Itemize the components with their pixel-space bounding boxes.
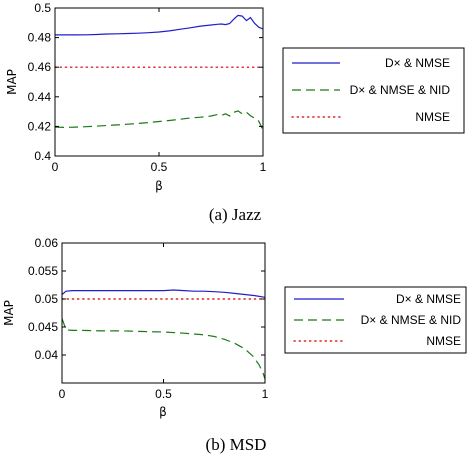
plot-frame-jazz [54,7,264,157]
plot-frame-msd [61,242,266,384]
y-tick-label-msd-3: 0.055 [28,264,58,278]
series-line-msd-0 [61,289,266,298]
y-tick-label-jazz-4: 0.48 [28,31,52,45]
legend-label-jazz-2: NMSE [415,110,450,124]
y-tick-label-jazz-0: 0.4 [34,149,51,163]
plot-lines-jazz [54,14,264,131]
x-axis-label-msd: β [159,405,167,419]
x-tick-label-jazz-0: 0 [52,160,59,174]
legend-label-msd-2: NMSE [426,334,461,348]
x-axis-label-jazz: β [155,179,163,193]
y-tick-label-jazz-3: 0.46 [28,60,52,74]
caption-jazz: (a) Jazz [209,205,262,224]
x-tick-label-msd-0: 0 [59,387,66,401]
x-tick-label-jazz-2: 1 [260,160,267,174]
x-tick-label-jazz-1: 0.5 [151,160,168,174]
panel-jazz: 0 0.5 1 0.4 0.42 0.44 0.46 0.48 0.5 β MAP D× & N… [5,1,465,224]
legend-items-msd: D× & NMSE D× & NMSE & NID NMSE [293,292,462,348]
legend-items-jazz: D× & NMSE D× & NMSE & NID NMSE [291,56,451,124]
x-tick-label-msd-1: 0.5 [155,387,172,401]
y-tick-label-jazz-2: 0.44 [28,90,52,104]
y-tick-label-msd-0: 0.04 [35,348,59,362]
y-tick-label-msd-2: 0.05 [35,292,59,306]
legend-jazz: D× & NMSE D× & NMSE & NID NMSE [282,47,465,134]
y-axis-label-jazz: MAP [5,69,19,95]
legend-label-jazz-0: D× & NMSE [385,56,450,70]
plot-lines-msd [61,289,266,380]
legend-label-msd-1: D× & NMSE & NID [361,313,462,327]
legend-box-jazz [282,47,465,134]
y-tick-label-msd-4: 0.06 [35,236,59,250]
panel-msd: 0 0.5 1 0.04 0.045 0.05 0.055 0.06 β MAP D× & N… [2,236,467,454]
y-tick-label-jazz-5: 0.5 [34,1,51,15]
x-tick-label-msd-2: 1 [262,387,269,401]
series-line-jazz-1 [54,110,264,131]
y-tick-label-jazz-1: 0.42 [28,119,52,133]
ticks-msd: 0 0.5 1 0.04 0.045 0.05 0.055 0.06 [28,236,269,401]
legend-msd: D× & NMSE D× & NMSE & NID NMSE [284,286,467,354]
y-tick-label-msd-1: 0.045 [28,320,58,334]
legend-label-msd-0: D× & NMSE [396,292,461,306]
series-line-jazz-0 [55,14,264,36]
y-axis-label-msd: MAP [2,300,16,326]
legend-label-jazz-1: D× & NMSE & NID [350,83,451,97]
ticks-jazz: 0 0.5 1 0.4 0.42 0.44 0.46 0.48 0.5 [28,1,267,174]
series-line-msd-1 [61,318,266,380]
caption-msd: (b) MSD [206,435,267,454]
